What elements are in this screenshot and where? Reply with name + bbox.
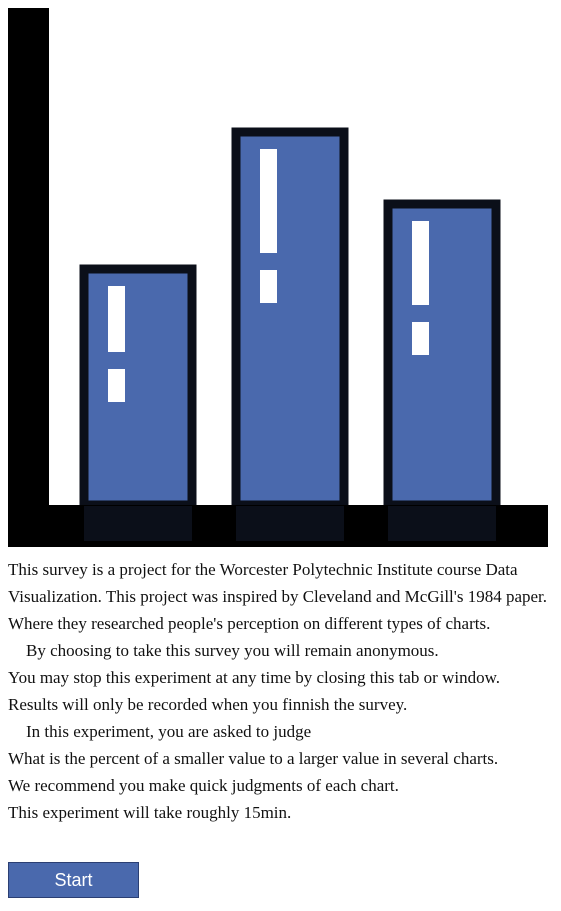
logo-bar	[231, 127, 349, 510]
logo-bar-foot	[236, 506, 344, 541]
intro-paragraph-anonymous: By choosing to take this survey you will…	[26, 641, 439, 660]
intro-paragraph-question: What is the percent of a smaller value t…	[8, 749, 499, 768]
intro-paragraph-results: Results will only be recorded when you f…	[8, 695, 408, 714]
intro-paragraph-stop: You may stop this experiment at any time…	[8, 668, 501, 687]
exclamation-dot	[412, 322, 429, 355]
logo-bar	[383, 199, 501, 510]
exclamation-stem	[108, 286, 125, 352]
logo-bar	[79, 264, 197, 510]
intro-paragraph-project: This survey is a project for the Worcest…	[8, 560, 548, 633]
logo-bar-foot	[388, 506, 496, 541]
intro-paragraph-recommend: We recommend you make quick judgments of…	[8, 776, 399, 795]
bar-chart-exclamation-icon	[8, 8, 548, 547]
survey-introduction: This survey is a project for the Worcest…	[8, 556, 553, 826]
start-button[interactable]: Start	[8, 862, 139, 898]
exclamation-stem	[260, 149, 277, 253]
intro-paragraph-duration: This experiment will take roughly 15min.	[8, 803, 292, 822]
exclamation-dot	[260, 270, 277, 303]
intro-paragraph-judge: In this experiment, you are asked to jud…	[26, 722, 312, 741]
exclamation-dot	[108, 369, 125, 402]
survey-logo	[8, 8, 548, 547]
logo-bar-foot	[84, 506, 192, 541]
exclamation-stem	[412, 221, 429, 305]
logo-y-axis	[8, 8, 49, 547]
